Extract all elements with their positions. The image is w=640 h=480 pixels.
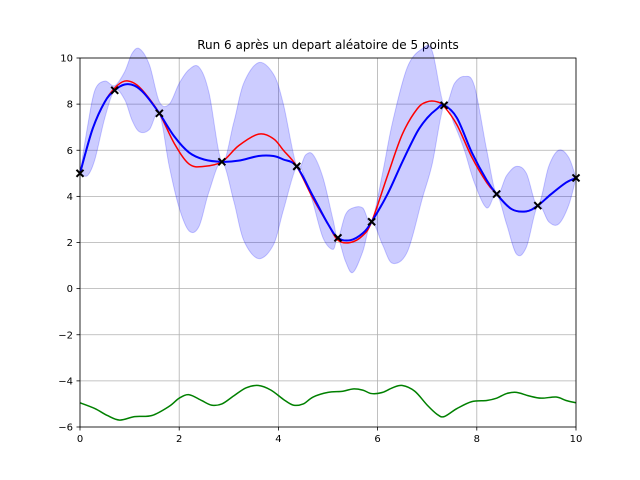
sample-point (155, 109, 164, 118)
sample-point (333, 233, 343, 243)
y-tick-label: 2 (67, 238, 73, 249)
plot-area (75, 44, 581, 421)
sample-point (292, 162, 301, 171)
y-tick-label: 6 (67, 146, 73, 157)
x-tick-label: 8 (474, 434, 480, 445)
y-tick-label: 10 (60, 54, 73, 65)
y-tick-label: −2 (58, 330, 73, 341)
x-tick-label: 10 (570, 434, 583, 445)
x-tick-label: 4 (275, 434, 281, 445)
y-tick-label: −6 (58, 423, 73, 434)
sample-point (439, 101, 449, 110)
sample-point (533, 201, 543, 210)
confidence-band (79, 44, 577, 274)
chart-title: Run 6 après un depart aléatoire de 5 poi… (197, 38, 459, 52)
x-tick-label: 0 (77, 434, 83, 445)
y-tick-label: 4 (67, 192, 73, 203)
axes: 0 2 4 6 8 10 −6 −4 −2 0 2 4 6 8 10 (58, 54, 582, 446)
acquisition-line (79, 384, 577, 421)
sample-point (367, 217, 376, 226)
y-tick-label: 0 (67, 284, 73, 295)
sample-point (217, 157, 227, 166)
y-tick-label: −4 (58, 376, 73, 387)
x-tick-label: 2 (176, 434, 182, 445)
sample-point (110, 86, 119, 95)
sample-point (492, 189, 501, 199)
y-tick-label: 8 (67, 100, 73, 111)
x-tick-label: 6 (374, 434, 380, 445)
